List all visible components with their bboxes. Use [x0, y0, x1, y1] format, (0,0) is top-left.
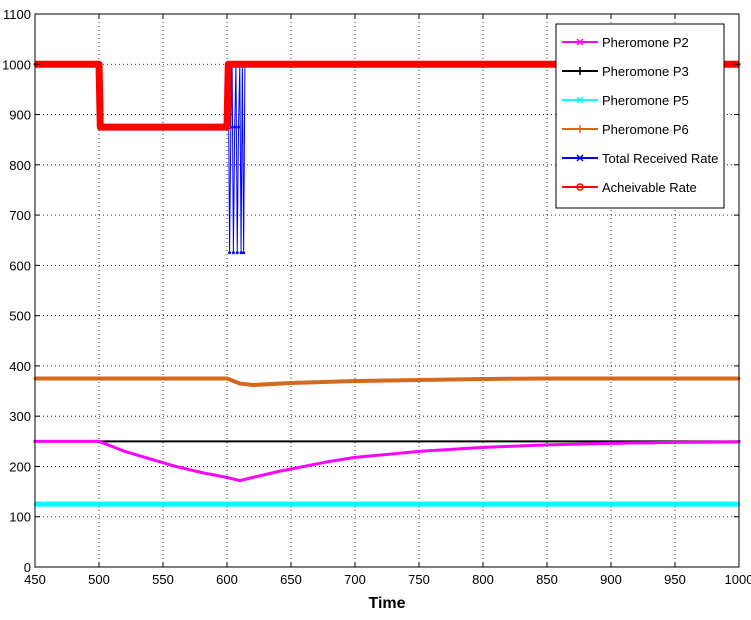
- data-point: [289, 381, 293, 385]
- legend-label: Pheromone P6: [602, 122, 689, 137]
- data-point: [123, 449, 127, 453]
- data-point: [327, 459, 331, 463]
- legend: Pheromone P2 Pheromone P3 Pheromone P5 Pher…: [555, 23, 725, 209]
- data-point: [417, 378, 421, 382]
- legend-label: Pheromone P2: [602, 35, 689, 50]
- y-tick-label: 500: [9, 309, 31, 324]
- data-point: [276, 469, 280, 473]
- legend-label: Acheivable Rate: [602, 180, 697, 195]
- data-point: [225, 376, 229, 380]
- series-pheromone-p5: [33, 501, 741, 507]
- data-point: [242, 251, 246, 255]
- data-point: [609, 441, 613, 445]
- axis-ticks: 450 500 550 600 650 700 750 800 850 900 950 1000 0 10…: [2, 7, 751, 587]
- x-tick-label: 900: [600, 572, 622, 587]
- x-tick-label: 750: [408, 572, 430, 587]
- y-tick-label: 400: [9, 359, 31, 374]
- series-pheromone-p6: [33, 376, 741, 388]
- x-tick-label: 650: [280, 572, 302, 587]
- legend-marker: [576, 183, 584, 191]
- data-point: [233, 125, 237, 129]
- data-point: [237, 125, 241, 129]
- data-point: [545, 376, 549, 380]
- x-tick-label: 850: [536, 572, 558, 587]
- data-point: [148, 457, 152, 461]
- y-tick-label: 900: [9, 108, 31, 123]
- legend-marker: [576, 96, 584, 104]
- data-point: [417, 449, 421, 453]
- x-tick-label: 1000: [725, 572, 751, 587]
- data-point: [302, 464, 306, 468]
- plot-frame: [34, 13, 740, 568]
- y-tick-label: 300: [9, 409, 31, 424]
- data-point: [226, 62, 230, 66]
- y-tick-label: 0: [24, 560, 31, 575]
- data-point: [174, 464, 178, 468]
- data-point: [481, 445, 485, 449]
- x-tick-label: 950: [664, 572, 686, 587]
- legend-marker: [576, 125, 584, 133]
- x-tick-label: 500: [88, 572, 110, 587]
- data-point: [235, 251, 239, 255]
- y-tick-label: 800: [9, 158, 31, 173]
- series-line: [35, 376, 739, 388]
- legend-item: Pheromone P3: [562, 64, 689, 79]
- y-tick-label: 700: [9, 208, 31, 223]
- x-tick-label: 450: [24, 572, 46, 587]
- data-point: [353, 379, 357, 383]
- data-point: [238, 479, 242, 483]
- series-line: [35, 439, 740, 483]
- legend-label: Pheromone P3: [602, 64, 689, 79]
- legend-item: Acheivable Rate: [562, 180, 697, 195]
- legend-label: Pheromone P5: [602, 93, 689, 108]
- y-tick-label: 1000: [2, 57, 31, 72]
- legend-box: [555, 23, 725, 209]
- x-tick-label: 600: [216, 572, 238, 587]
- data-point: [97, 62, 101, 66]
- data-point: [199, 470, 203, 474]
- legend-label: Total Received Rate: [602, 151, 718, 166]
- legend-marker: [576, 67, 584, 75]
- series-lines: [33, 60, 741, 507]
- data-point: [251, 476, 255, 480]
- x-tick-label: 800: [472, 572, 494, 587]
- y-tick-label: 200: [9, 459, 31, 474]
- legend-item: Pheromone P5: [562, 93, 689, 108]
- series-pheromone-p2: [33, 439, 741, 483]
- data-point: [225, 476, 229, 480]
- data-point: [545, 443, 549, 447]
- x-axis-title: Time: [368, 595, 405, 612]
- data-point: [225, 125, 229, 129]
- data-point: [673, 440, 677, 444]
- legend-item: Total Received Rate: [562, 151, 718, 166]
- x-tick-label: 700: [344, 572, 366, 587]
- data-point: [481, 377, 485, 381]
- legend-item: Pheromone P6: [562, 122, 689, 137]
- data-point: [97, 439, 101, 443]
- data-point: [251, 383, 255, 387]
- data-point: [238, 382, 242, 386]
- y-tick-label: 1100: [3, 7, 31, 22]
- y-tick-label: 100: [9, 510, 31, 525]
- data-point: [353, 455, 357, 459]
- x-tick-label: 550: [152, 572, 174, 587]
- data-point: [239, 251, 243, 255]
- legend-item: Pheromone P2: [562, 35, 689, 50]
- legend-marker: [576, 154, 584, 162]
- legend-marker: [576, 38, 584, 46]
- data-point: [228, 251, 232, 255]
- y-tick-label: 600: [9, 258, 31, 273]
- data-point: [98, 125, 102, 129]
- data-point: [231, 251, 235, 255]
